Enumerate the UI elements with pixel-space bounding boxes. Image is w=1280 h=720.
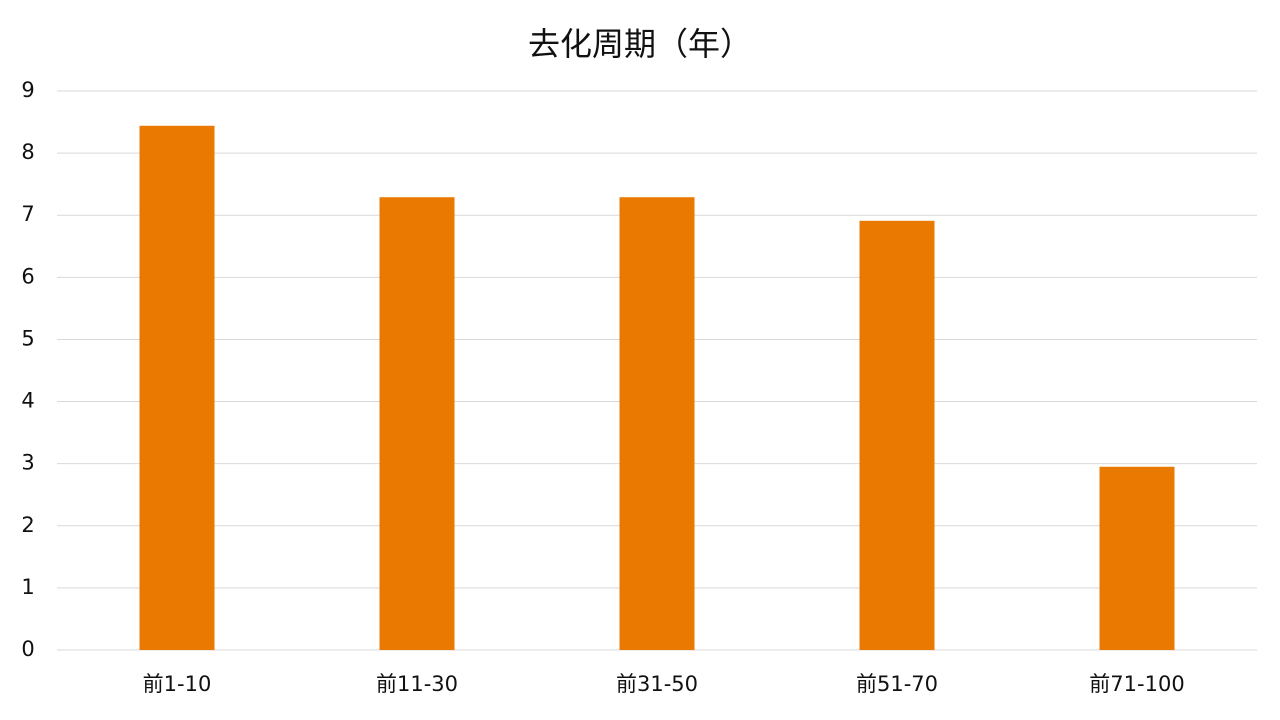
x-tick-label: 前71-100 [1089, 672, 1184, 696]
y-tick-label: 9 [21, 78, 34, 102]
y-tick-label: 6 [21, 264, 34, 288]
x-tick-label: 前51-70 [856, 672, 938, 696]
y-tick-label: 4 [21, 389, 34, 413]
y-tick-label: 3 [21, 451, 34, 475]
bar [619, 197, 695, 650]
y-tick-label: 7 [21, 202, 34, 226]
x-tick-label: 前31-50 [616, 672, 698, 696]
y-tick-label: 0 [21, 637, 34, 661]
x-tick-label: 前1-10 [143, 672, 212, 696]
bar [1099, 466, 1175, 650]
y-tick-label: 8 [21, 140, 34, 164]
chart-title: 去化周期（年） [528, 25, 752, 63]
y-tick-label: 2 [21, 513, 34, 537]
x-tick-label: 前11-30 [376, 672, 458, 696]
y-tick-label: 5 [21, 326, 34, 350]
y-tick-label: 1 [21, 575, 34, 599]
bar [859, 220, 935, 650]
bar [379, 197, 455, 650]
bar [139, 125, 215, 650]
